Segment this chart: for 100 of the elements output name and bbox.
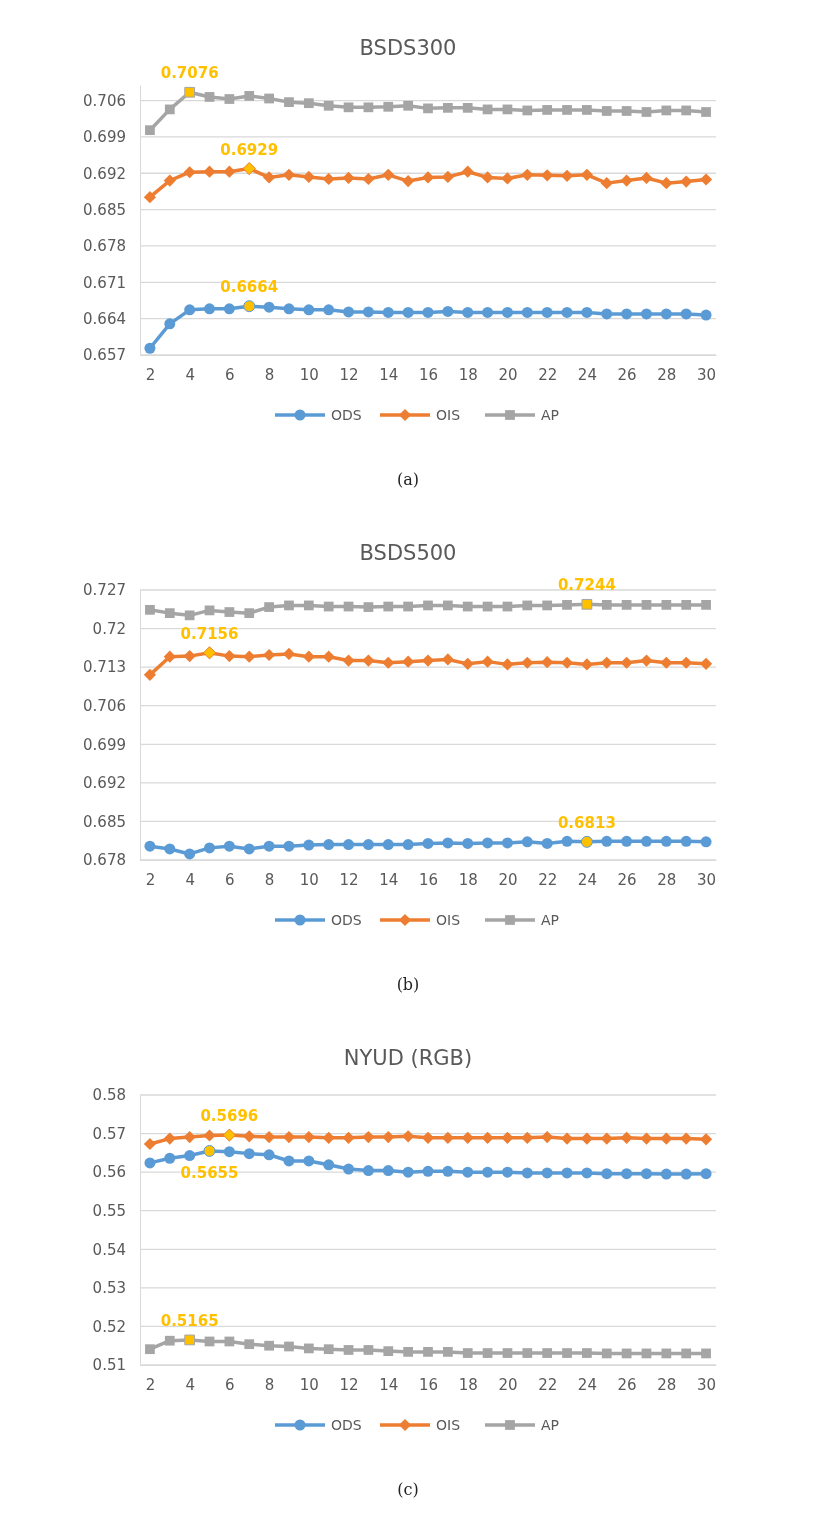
point [343, 1163, 355, 1175]
x-tick-label: 4 [185, 870, 195, 889]
point [243, 1148, 255, 1160]
legend-label: OIS [436, 407, 461, 423]
x-tick-label: 6 [225, 365, 235, 384]
point [699, 1133, 713, 1146]
point [542, 600, 553, 611]
legend-label: ODS [331, 1417, 362, 1433]
point [600, 177, 613, 190]
x-tick-label: 18 [458, 365, 478, 384]
point [681, 600, 692, 610]
point [442, 600, 453, 611]
point [303, 600, 314, 611]
x-tick-label: 2 [145, 870, 156, 889]
point [163, 1132, 176, 1145]
point [302, 170, 315, 184]
point [144, 342, 156, 354]
y-tick-label: 0.713 [83, 658, 126, 677]
point [422, 306, 434, 318]
point [363, 602, 374, 612]
point [184, 848, 196, 860]
point [402, 306, 414, 318]
point [621, 1168, 633, 1180]
point [582, 1348, 592, 1358]
point [243, 650, 256, 663]
point [222, 1128, 236, 1142]
point [542, 1348, 553, 1358]
point [184, 610, 195, 621]
annotation: 0.7076 [160, 64, 219, 83]
point [641, 107, 652, 117]
point [303, 98, 314, 109]
y-tick-label: 0.678 [83, 237, 126, 256]
point [204, 92, 215, 102]
x-tick-label: 30 [697, 1375, 717, 1394]
point [680, 656, 693, 669]
point [621, 308, 633, 320]
point [699, 657, 713, 670]
point [421, 171, 435, 184]
x-tick-label: 14 [379, 1375, 399, 1394]
x-tick-label: 26 [617, 870, 637, 889]
point [660, 1168, 672, 1180]
x-tick-label: 8 [264, 870, 275, 889]
point [561, 835, 573, 847]
point [382, 839, 394, 851]
point [581, 306, 593, 318]
x-tick-label: 22 [538, 870, 558, 889]
point [541, 306, 553, 318]
y-tick-label: 0.657 [83, 346, 126, 365]
point [501, 837, 513, 849]
point [363, 102, 374, 113]
x-tick-label: 4 [185, 365, 195, 384]
x-tick-label: 20 [498, 365, 518, 384]
point [601, 835, 613, 847]
point [284, 97, 294, 108]
point [661, 105, 672, 116]
point [482, 837, 494, 849]
point [522, 1348, 533, 1358]
point [620, 1131, 633, 1144]
point [421, 654, 435, 667]
point [282, 168, 296, 181]
x-tick-label: 30 [697, 365, 717, 384]
point [145, 604, 155, 615]
point [323, 100, 334, 111]
legend-label: OIS [436, 912, 461, 928]
y-tick-label: 0.699 [83, 735, 126, 754]
point [164, 318, 176, 330]
point [242, 161, 256, 176]
point [163, 174, 176, 187]
point [223, 165, 236, 178]
chart-title: BSDS300 [359, 36, 457, 60]
point [640, 1168, 652, 1180]
point [562, 1348, 572, 1358]
point [562, 105, 572, 115]
x-tick-label: 28 [657, 870, 677, 889]
point [482, 306, 494, 318]
point [244, 608, 255, 619]
point [462, 837, 474, 849]
x-tick-label: 18 [458, 1375, 478, 1394]
point [660, 835, 672, 847]
point [202, 646, 217, 660]
point [184, 1334, 196, 1346]
point [700, 1168, 712, 1180]
point [302, 650, 315, 663]
point [343, 102, 354, 113]
point [560, 1132, 574, 1145]
annotation: 0.5655 [180, 1163, 239, 1182]
point [383, 601, 394, 612]
point [501, 1166, 513, 1178]
point [203, 1144, 216, 1157]
x-tick-label: 6 [225, 1375, 235, 1394]
point [442, 837, 454, 849]
y-tick-label: 0.56 [92, 1163, 126, 1182]
point [145, 125, 155, 136]
legend-label: AP [541, 912, 560, 928]
x-tick-label: 24 [577, 365, 597, 384]
x-tick-label: 26 [617, 365, 637, 384]
point [145, 1344, 155, 1355]
point [501, 306, 513, 318]
point [402, 174, 415, 188]
x-tick-label: 16 [418, 1375, 439, 1394]
